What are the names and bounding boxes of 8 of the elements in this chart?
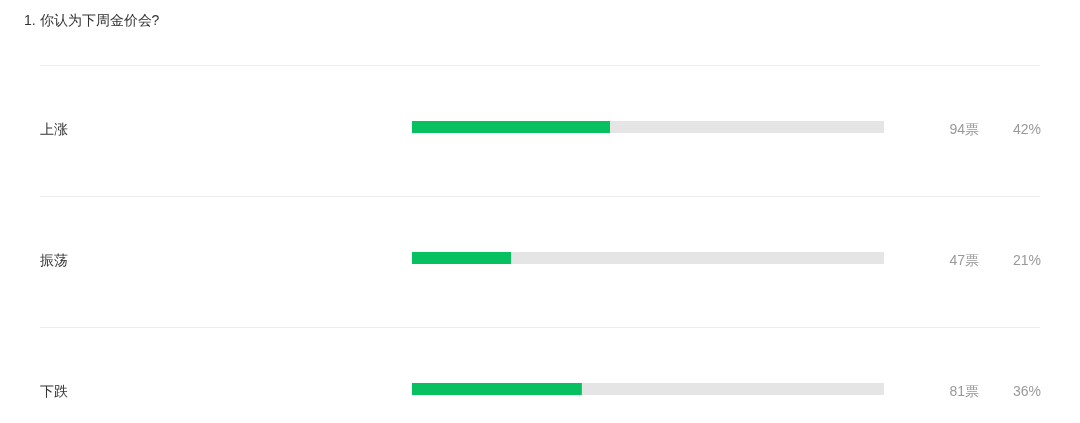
text: 1. 你认为下周金价会? — [24, 12, 160, 28]
y-tick-label: 上涨 — [40, 121, 68, 137]
y-tick-label: 下跌 — [40, 383, 68, 399]
data-label: 42% — [1012, 121, 1041, 137]
data-label: 36% — [1012, 383, 1041, 399]
vote-counts: 94票 47票 81票 — [949, 121, 979, 399]
data-label: 21% — [1012, 252, 1041, 268]
y-tick-label: 振荡 — [40, 252, 68, 268]
